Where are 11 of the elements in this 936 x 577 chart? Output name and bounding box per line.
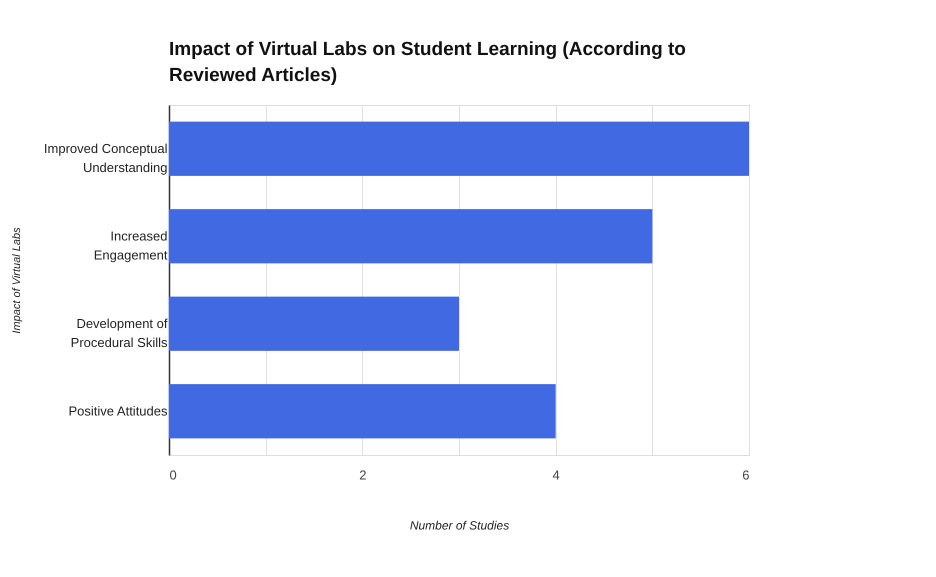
y-tick-label: Improved Conceptual Understanding (44, 140, 168, 175)
y-tick-label: Development of Procedural Skills (70, 316, 168, 350)
y-tick-label: Increased Engagement (94, 228, 168, 262)
x-axis-title: Number of Studies (410, 518, 510, 532)
y-tick-label: Positive Attitudes (68, 403, 168, 418)
x-tick-label: 6 (742, 468, 750, 482)
x-tick-label: 0 (170, 468, 177, 482)
chart-title: Impact of Virtual Labs on Student Learning (According to Reviewed Articles) (169, 39, 686, 86)
x-tick-label: 4 (552, 468, 560, 482)
y-axis-title: Impact of Virtual Labs (10, 226, 23, 334)
x-tick-label: 2 (359, 468, 366, 482)
